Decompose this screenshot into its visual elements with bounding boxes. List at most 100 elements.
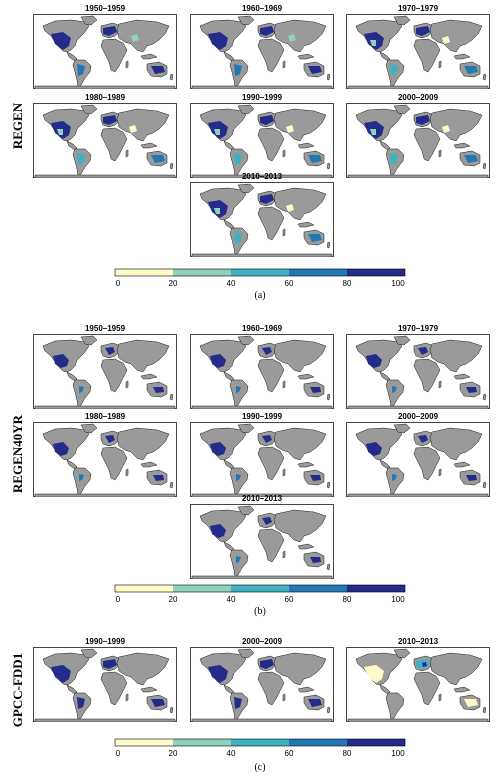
world-map xyxy=(33,647,177,722)
landmass xyxy=(191,253,333,257)
panel-title: 1990–1999 xyxy=(84,637,126,646)
data-coverage-region xyxy=(131,34,139,42)
data-coverage-region xyxy=(390,64,398,76)
data-coverage-region xyxy=(466,475,477,481)
data-coverage-region xyxy=(418,435,428,443)
landmass xyxy=(100,358,128,393)
landmass xyxy=(282,693,286,702)
landmass xyxy=(429,19,483,53)
landmass xyxy=(169,481,174,489)
panel-title: 1960–1969 xyxy=(241,324,283,333)
landmass xyxy=(326,73,331,81)
landmass xyxy=(100,38,128,73)
world-map xyxy=(346,334,490,409)
map-panel: 1970–1979 xyxy=(346,324,490,409)
data-coverage-region xyxy=(418,347,428,355)
data-coverage-region xyxy=(103,659,117,669)
landmass xyxy=(282,468,286,477)
landmass xyxy=(297,686,315,693)
data-coverage-region xyxy=(370,40,376,46)
data-coverage-region xyxy=(77,697,85,709)
colorbar-segment xyxy=(289,585,347,592)
data-coverage-region xyxy=(105,347,115,355)
landmass xyxy=(355,339,403,373)
landmass xyxy=(257,358,285,393)
map-panel: 1950–1959 xyxy=(33,4,177,89)
landmass xyxy=(42,339,90,373)
landmass xyxy=(125,468,129,477)
data-coverage-region xyxy=(236,556,241,563)
colorbar-segment xyxy=(289,269,347,276)
data-coverage-region xyxy=(390,153,398,165)
landmass xyxy=(297,373,315,380)
colorbar-segment xyxy=(231,739,289,746)
landmass xyxy=(80,423,98,434)
landmass xyxy=(257,38,285,73)
map-panel: 2010–2013 xyxy=(190,494,334,579)
data-coverage-region xyxy=(392,386,397,393)
panel-title: 1990–1999 xyxy=(241,93,283,102)
colorbar: 0 20 40 60 80 100 xyxy=(114,584,406,606)
caption-a: (a) xyxy=(254,290,266,301)
world-map xyxy=(33,422,177,497)
world-map xyxy=(346,103,490,178)
map-panel: 1970–1979 xyxy=(346,4,490,89)
world-map xyxy=(190,14,334,89)
colorbar: 0 20 40 60 80 100 xyxy=(114,738,406,760)
landmass xyxy=(326,481,331,489)
landmass xyxy=(385,379,405,408)
colorbar: 0 20 40 60 80 100 xyxy=(114,268,406,290)
landmass xyxy=(282,380,286,389)
landmass xyxy=(191,85,333,89)
landmass xyxy=(273,339,327,373)
landmass xyxy=(273,19,327,53)
landmass xyxy=(116,19,170,53)
landmass xyxy=(237,648,255,659)
colorbar-segment xyxy=(347,739,405,746)
landmass xyxy=(191,174,333,178)
caption-b: (b) xyxy=(254,606,266,617)
data-coverage-region xyxy=(77,153,85,165)
landmass xyxy=(199,427,247,461)
landmass xyxy=(191,718,333,722)
colorbar-segment xyxy=(231,269,289,276)
data-coverage-region xyxy=(464,699,478,707)
data-coverage-region xyxy=(308,234,322,242)
data-coverage-region xyxy=(308,155,322,163)
colorbar-tick-label: 20 xyxy=(169,279,178,288)
world-map xyxy=(33,14,177,89)
data-coverage-region xyxy=(262,435,272,443)
data-coverage-region xyxy=(234,697,242,709)
data-coverage-region xyxy=(210,442,226,456)
data-coverage-region xyxy=(208,32,228,50)
landmass xyxy=(347,405,489,409)
map-panel: 1980–1989 xyxy=(33,412,177,497)
colorbar-tick-label: 100 xyxy=(391,749,405,758)
colorbar-tick-label: 60 xyxy=(285,595,294,604)
landmass xyxy=(80,104,98,115)
data-coverage-region xyxy=(366,442,382,456)
world-map xyxy=(190,103,334,178)
landmass xyxy=(297,53,315,60)
data-coverage-region xyxy=(79,386,84,393)
landmass xyxy=(438,380,442,389)
landmass xyxy=(140,53,158,60)
data-coverage-region xyxy=(392,474,397,481)
landmass xyxy=(393,15,411,26)
panel-title: 2000–2009 xyxy=(397,93,439,102)
landmass xyxy=(34,493,176,497)
landmass xyxy=(191,493,333,497)
map-panel: 2010–2013 xyxy=(190,172,334,257)
panel-title: 1950–1959 xyxy=(84,324,126,333)
data-coverage-region xyxy=(53,354,69,368)
colorbar-tick-label: 60 xyxy=(285,749,294,758)
data-coverage-region xyxy=(262,347,272,355)
landmass xyxy=(169,73,174,81)
data-coverage-region xyxy=(286,125,294,133)
data-coverage-region xyxy=(151,66,165,74)
data-coverage-region xyxy=(422,662,427,667)
landmass xyxy=(413,358,441,393)
landmass xyxy=(453,686,471,693)
landmass xyxy=(326,706,331,714)
map-panel: 1980–1989 xyxy=(33,93,177,178)
